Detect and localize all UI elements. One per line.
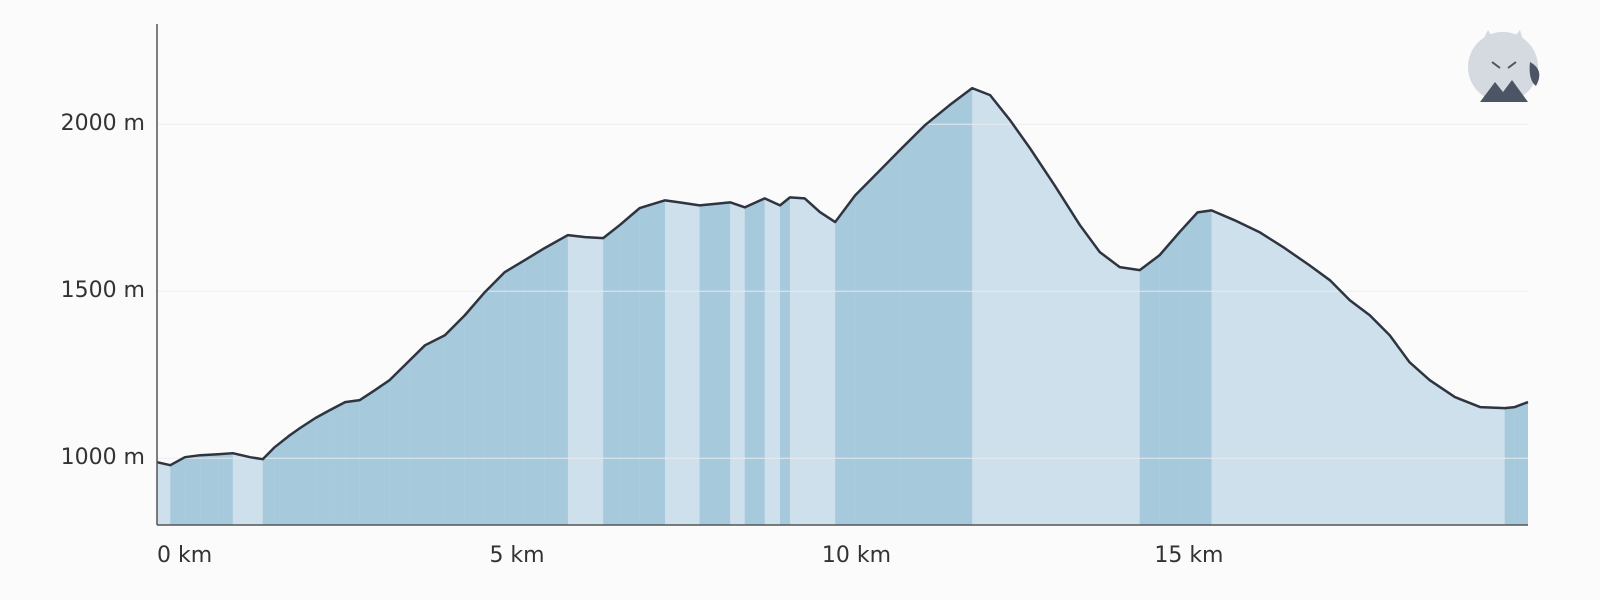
climb-segment (289, 428, 300, 525)
climb-segment (329, 402, 346, 525)
y-tick-label: 1500 m (61, 278, 145, 303)
climb-segment (699, 202, 731, 525)
climb-segment (835, 195, 856, 526)
climb-segment (389, 360, 410, 525)
climb-segment (524, 248, 545, 525)
climb-segment (544, 235, 568, 525)
x-tick-label: 5 km (489, 543, 544, 568)
climb-segment (424, 335, 445, 525)
climb-segment (464, 292, 485, 525)
climb-segment (299, 418, 316, 525)
climb-segment (1197, 210, 1212, 525)
climb-segment (504, 260, 525, 525)
climb-segment (949, 88, 973, 526)
climb-segment (444, 315, 465, 525)
climb-segment (484, 272, 505, 525)
climb-segment (619, 208, 640, 525)
climb-segment (603, 225, 620, 525)
climb-segment (855, 175, 876, 525)
x-tick-label: 10 km (822, 543, 891, 568)
climb-segment (1139, 255, 1160, 526)
climb-segment (170, 457, 185, 525)
climb-segment (744, 198, 765, 525)
climb-segment (639, 200, 665, 526)
climb-segment (875, 150, 900, 525)
climb-segment (1179, 212, 1198, 525)
climb-segment (375, 380, 390, 525)
climb-segment (780, 197, 790, 525)
climb-segment (409, 345, 425, 525)
x-tick-label: 15 km (1154, 543, 1223, 568)
elevation-line (156, 86, 1529, 467)
climb-segment (1504, 407, 1515, 525)
climb-segment (184, 455, 201, 525)
logo (1468, 30, 1540, 102)
climb-segment (218, 453, 233, 525)
climb-segment (899, 125, 925, 526)
climb-segment (1159, 232, 1180, 525)
climb-segment (1514, 402, 1528, 525)
climb-segment (200, 454, 219, 525)
x-tick-label: 0 km (157, 543, 212, 568)
y-tick-label: 2000 m (61, 111, 145, 136)
climb-segment (345, 400, 360, 525)
climb-segment (315, 410, 330, 525)
y-tick-label: 1000 m (61, 445, 145, 470)
plot: 1000 m 1500 m 2000 m 0 km 5 km 10 km 15 km (61, 24, 1529, 568)
climb-segment (924, 105, 950, 526)
climb-segment (359, 390, 376, 525)
climb-segment (274, 435, 290, 525)
climb-segment (262, 447, 275, 525)
